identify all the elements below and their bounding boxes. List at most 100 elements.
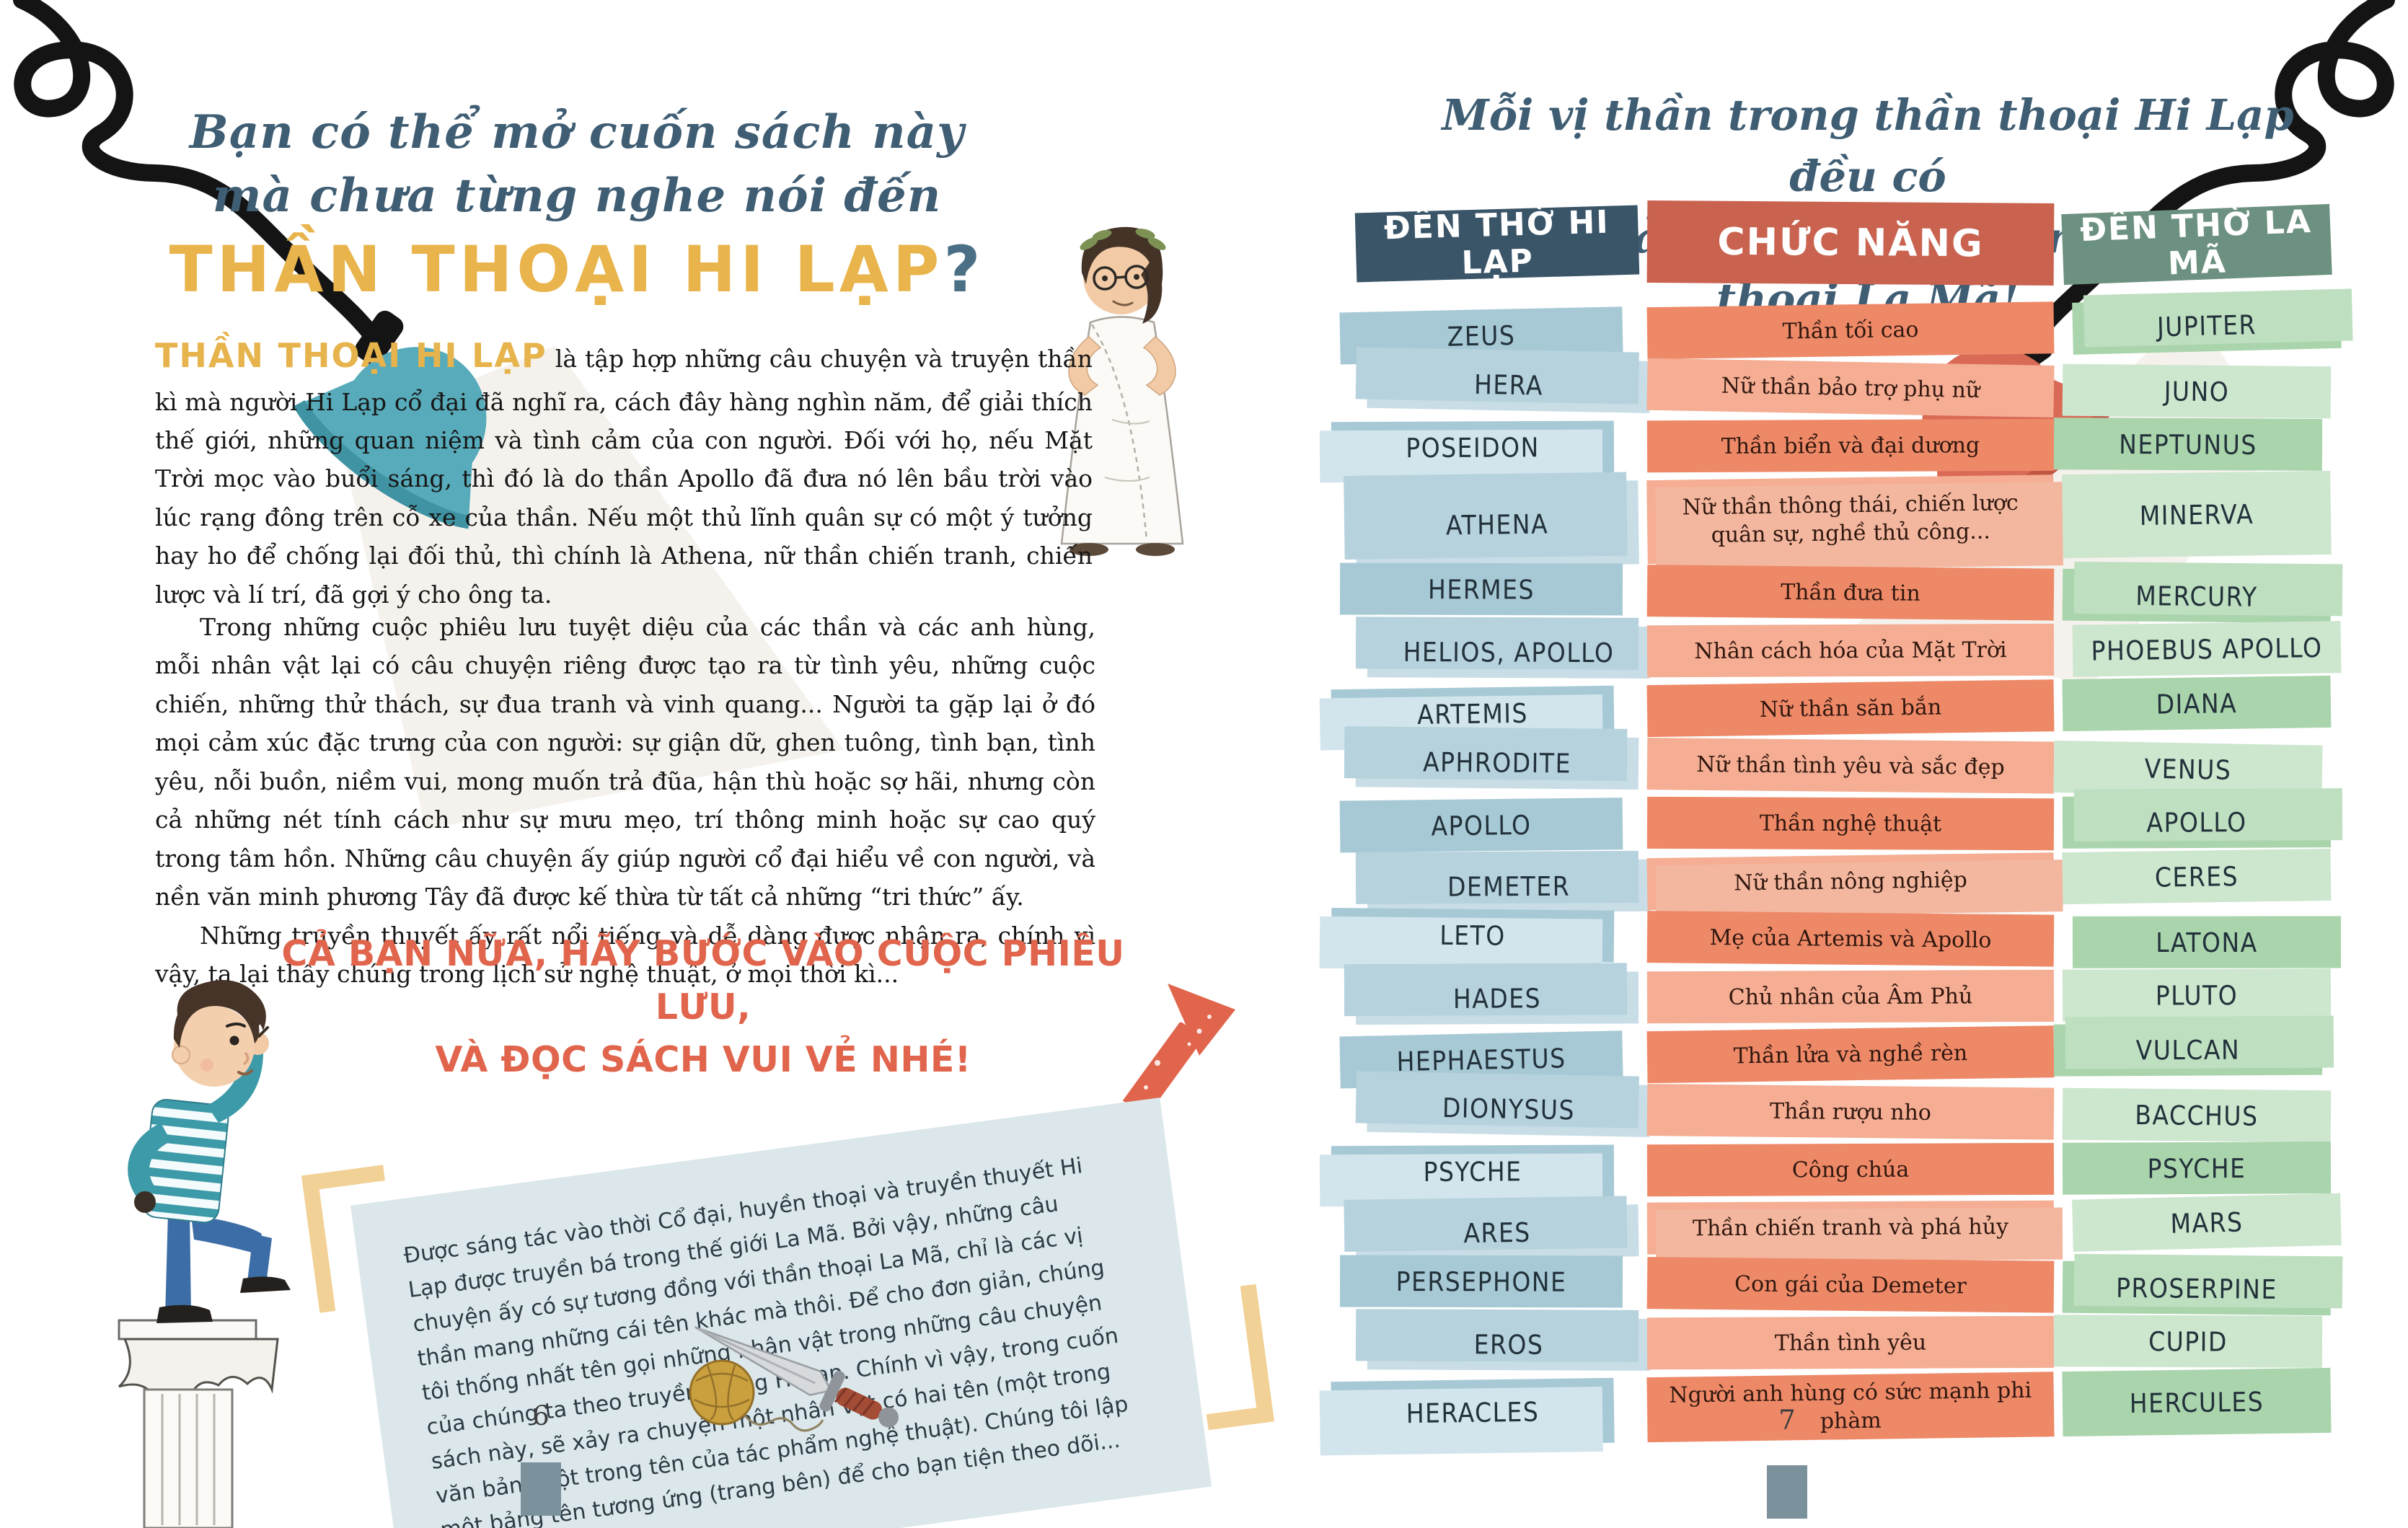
title-question-mark: ? bbox=[943, 232, 985, 306]
role-cell: Nữ thần săn bắn bbox=[1646, 679, 2055, 738]
role-cell: Thần nghệ thuật bbox=[1646, 796, 2055, 851]
bracket-bottom-right bbox=[1190, 1284, 1274, 1431]
table-rows: ZEUS Thần tối cao JUPITER HERA Nữ thần bảo t… bbox=[1331, 296, 2366, 1447]
table-row: LETO Mẹ của Artemis và Apollo LATONA bbox=[1331, 907, 2366, 969]
roman-name-cell: APOLLO bbox=[2062, 795, 2332, 849]
role-cell: Con gái của Demeter bbox=[1646, 1257, 2055, 1313]
table-row: DIONYSUS Thần rượu nho BACCHUS bbox=[1356, 1079, 2366, 1143]
greek-name-cell: PERSEPHONE bbox=[1339, 1255, 1623, 1308]
role-cell: Mẹ của Artemis và Apollo bbox=[1646, 911, 2055, 967]
role-cell: Thần biển và đại dương bbox=[1646, 418, 2055, 473]
boy-on-column-illustration bbox=[118, 980, 291, 1528]
role-cell: Nữ thần tình yêu và sắc đẹp bbox=[1646, 738, 2055, 794]
roman-name-cell: LATONA bbox=[2072, 916, 2342, 968]
roman-name-cell: PLUTO bbox=[2062, 968, 2332, 1022]
arrow-up-right-icon bbox=[1122, 984, 1235, 1112]
paragraph-1-text: là tập hợp những câu chuyện và truyện th… bbox=[155, 345, 1093, 609]
page-number-left: 6 bbox=[532, 1400, 550, 1431]
table-row: HERACLES Người anh hùng có sức mạnh phi p… bbox=[1331, 1367, 2365, 1447]
corner-square-right bbox=[1767, 1465, 1807, 1519]
role-cell: Thần rượu nho bbox=[1646, 1084, 2055, 1140]
roman-name-cell: MINERVA bbox=[2062, 470, 2332, 559]
greek-name-cell: HERMES bbox=[1339, 562, 1623, 616]
role-cell: Nhân cách hóa của Mặt Trời bbox=[1646, 623, 2055, 678]
intro-script-line2: mà chưa từng nghe nói đến bbox=[212, 169, 942, 224]
greek-name-cell: ARES bbox=[1355, 1204, 1639, 1260]
table-row: ATHENA Nữ thần thông thái, chiến lược quâ… bbox=[1355, 470, 2365, 568]
paragraph-2: Trong những cuộc phiêu lưu tuyệt diệu củ… bbox=[155, 613, 1095, 911]
table-intro-line1: Mỗi vị thần trong thần thoại Hi Lạp đều … bbox=[1442, 90, 2294, 201]
corner-square-left bbox=[521, 1462, 561, 1516]
cta-line2: VÀ ĐỌC SÁCH VUI VẺ NHÉ! bbox=[435, 1039, 971, 1080]
roman-name-cell: JUPITER bbox=[2072, 296, 2342, 355]
greek-name-cell: HERA bbox=[1367, 355, 1651, 413]
roman-name-cell: CUPID bbox=[2053, 1315, 2323, 1368]
role-cell: Thần lửa và nghề rèn bbox=[1646, 1025, 2055, 1084]
cta-heading: CẢ BẠN NỮA, HÃY BƯỚC VÀO CUỘC PHIÊU LƯU,… bbox=[252, 927, 1154, 1087]
roman-name-cell: PSYCHE bbox=[2062, 1141, 2332, 1195]
greek-name-cell: APHRODITE bbox=[1355, 735, 1639, 790]
roman-name-cell: CERES bbox=[2062, 848, 2332, 905]
cta-line1: CẢ BẠN NỮA, HÃY BƯỚC VÀO CUỘC PHIÊU LƯU, bbox=[281, 933, 1125, 1028]
note-group: Được sáng tác vào thời Cổ đại, huyền tho… bbox=[300, 1043, 1274, 1528]
greek-name-cell: HELIOS, APOLLO bbox=[1367, 625, 1651, 679]
page-title: THẦN THOẠI HI LẠP? bbox=[169, 232, 985, 306]
table-row: APHRODITE Nữ thần tình yêu và sắc đẹp VENU… bbox=[1355, 735, 2366, 798]
gods-table: ĐỀN THỜ HI LẠP CHỨC NĂNG ĐỀN THỜ LA MÃ Z… bbox=[1331, 200, 2366, 1447]
page-number-right: 7 bbox=[1778, 1405, 1796, 1436]
note-box: Được sáng tác vào thời Cổ đại, huyền tho… bbox=[350, 1098, 1212, 1528]
roman-name-cell: PROSERPINE bbox=[2062, 1260, 2332, 1316]
role-cell: Thần đưa tin bbox=[1646, 565, 2055, 621]
column-header-greek: ĐỀN THỜ HI LẠP bbox=[1354, 204, 1640, 283]
paragraph-3: Những truyền thuyết ấy rất nổi tiếng và … bbox=[155, 921, 1095, 989]
paragraph-1-lead: THẦN THOẠI HI LẠP bbox=[155, 336, 547, 375]
paragraph-1: THẦN THOẠI HI LẠP là tập hợp những câu c… bbox=[155, 329, 1093, 614]
role-cell: Chủ nhân của Âm Phủ bbox=[1646, 969, 2055, 1024]
table-row: HERMES Thần đưa tin MERCURY bbox=[1339, 562, 2366, 624]
roman-name-cell: MARS bbox=[2072, 1193, 2342, 1252]
role-cell: Công chúa bbox=[1646, 1142, 2055, 1197]
role-cell: Nữ thần bảo trợ phụ nữ bbox=[1646, 358, 2055, 418]
table-row: HERA Nữ thần bảo trợ phụ nữ JUNO bbox=[1356, 355, 2366, 419]
greek-name-cell: DIONYSUS bbox=[1367, 1079, 1651, 1137]
table-row: ARES Thần chiến tranh và phá hủy MARS bbox=[1355, 1193, 2366, 1260]
table-row: EROS Thần tình yêu CUPID bbox=[1356, 1315, 2365, 1371]
greek-name-cell: PSYCHE bbox=[1331, 1144, 1615, 1198]
roman-name-cell: DIANA bbox=[2062, 675, 2332, 732]
greek-name-cell: APOLLO bbox=[1339, 798, 1623, 853]
role-cell: Thần chiến tranh và phá hủy bbox=[1646, 1200, 2055, 1255]
greek-name-cell: LETO bbox=[1331, 907, 1615, 963]
table-row: PERSEPHONE Con gái của Demeter PROSERPINE bbox=[1339, 1254, 2366, 1316]
role-cell: Nữ thần nông nghiệp bbox=[1646, 852, 2055, 911]
table-row: POSEIDON Thần biển và đại dương NEPTUNUS bbox=[1331, 418, 2365, 474]
column-header-roman: ĐỀN THỜ LA MÃ bbox=[2061, 203, 2332, 286]
greek-name-cell: HERACLES bbox=[1331, 1377, 1615, 1447]
desk-lamp-teal-icon bbox=[13, 0, 844, 829]
greek-name-cell: DEMETER bbox=[1367, 859, 1651, 913]
role-cell: Nữ thần thông thái, chiến lược quân sự, … bbox=[1646, 474, 2055, 565]
roman-name-cell: JUNO bbox=[2062, 363, 2332, 419]
role-cell: Thần tình yêu bbox=[1646, 1315, 2055, 1370]
table-row: PSYCHE Công chúa PSYCHE bbox=[1331, 1141, 2365, 1198]
table-row: DEMETER Nữ thần nông nghiệp CERES bbox=[1356, 848, 2366, 914]
roman-name-cell: NEPTUNUS bbox=[2053, 418, 2323, 471]
paragraph-block: Trong những cuộc phiêu lưu tuyệt diệu củ… bbox=[155, 608, 1095, 994]
roman-name-cell: PHOEBUS APOLLO bbox=[2072, 621, 2342, 677]
greek-name-cell: ATHENA bbox=[1355, 480, 1639, 568]
intro-script: Bạn có thể mở cuốn sách này mà chưa từng… bbox=[144, 101, 1010, 229]
table-row: APOLLO Thần nghệ thuật APOLLO bbox=[1339, 795, 2365, 853]
column-header-role: CHỨC NĂNG bbox=[1646, 200, 2055, 286]
roman-name-cell: VULCAN bbox=[2053, 1023, 2323, 1077]
greek-name-cell: HADES bbox=[1355, 971, 1639, 1025]
greek-name-cell: EROS bbox=[1367, 1317, 1651, 1371]
greek-name-cell: POSEIDON bbox=[1331, 420, 1615, 474]
greek-boy-illustration bbox=[1060, 226, 1184, 556]
roman-name-cell: MERCURY bbox=[2062, 568, 2332, 624]
intro-script-line1: Bạn có thể mở cuốn sách này bbox=[189, 105, 965, 159]
gods-table-header: ĐỀN THỜ HI LẠP CHỨC NĂNG ĐỀN THỜ LA MÃ bbox=[1354, 200, 2365, 291]
role-cell: Người anh hùng có sức mạnh phi phàm bbox=[1646, 1372, 2055, 1443]
table-row: HELIOS, APOLLO Nhân cách hóa của Mặt Trời… bbox=[1356, 621, 2365, 679]
roman-name-cell: HERCULES bbox=[2062, 1367, 2332, 1437]
role-cell: Thần tối cao bbox=[1646, 301, 2055, 360]
